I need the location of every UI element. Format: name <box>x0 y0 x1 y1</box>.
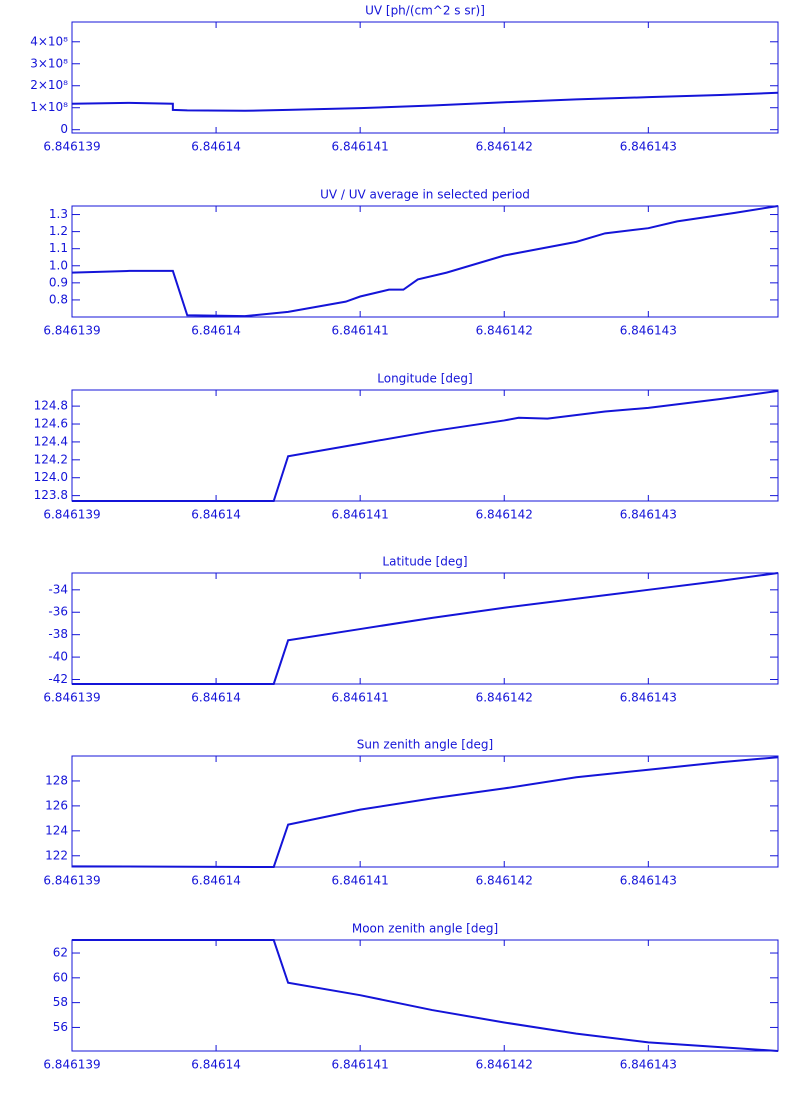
y-tick-label: 124.8 <box>34 399 68 413</box>
y-tick-label: 3×10⁸ <box>30 56 68 70</box>
x-tick-label: 6.846142 <box>476 691 533 705</box>
y-tick-label: 123.8 <box>34 488 68 502</box>
x-tick-label: 6.846139 <box>43 140 100 154</box>
y-tick-label: 124.0 <box>34 470 68 484</box>
y-tick-label: 124.4 <box>34 434 68 448</box>
y-tick-label: 62 <box>53 946 68 960</box>
plot-frame <box>71 389 779 502</box>
x-tick-label: 6.846143 <box>620 691 677 705</box>
plot-frame <box>71 205 779 318</box>
y-tick-label: 0.9 <box>49 275 68 289</box>
x-tick-label: 6.846142 <box>476 508 533 522</box>
y-tick-label: 122 <box>45 848 68 862</box>
y-tick-label: -36 <box>48 605 68 619</box>
y-tick-label: 124.2 <box>34 452 68 466</box>
x-tick-label: 6.846139 <box>43 508 100 522</box>
chart-title: Latitude [deg] <box>382 555 467 569</box>
x-tick-label: 6.846142 <box>476 1058 533 1072</box>
data-line <box>71 756 779 869</box>
x-tick-label: 6.846143 <box>620 324 677 338</box>
y-tick-label: -42 <box>48 672 68 686</box>
x-tick-label: 6.846141 <box>332 324 389 338</box>
x-tick-label: 6.84614 <box>191 508 241 522</box>
y-tick-label: 1×10⁸ <box>30 100 68 114</box>
data-line <box>72 389 779 502</box>
plot-frame <box>71 572 779 685</box>
x-tick-label: 6.846139 <box>43 874 100 888</box>
x-tick-label: 6.846143 <box>620 508 677 522</box>
y-tick-label: 0.8 <box>49 292 68 306</box>
x-tick-label: 6.846141 <box>332 508 389 522</box>
x-tick-label: 6.84614 <box>191 324 241 338</box>
data-line <box>72 572 779 685</box>
chart-title: Longitude [deg] <box>377 372 472 386</box>
x-tick-label: 6.846139 <box>43 691 100 705</box>
y-tick-label: 126 <box>45 798 68 812</box>
y-tick-label: -34 <box>48 582 68 596</box>
y-tick-label: 1.3 <box>49 207 68 221</box>
x-tick-label: 6.846139 <box>43 1058 100 1072</box>
data-line <box>71 91 779 112</box>
x-tick-label: 6.846141 <box>332 874 389 888</box>
y-tick-label: 1.2 <box>49 224 68 238</box>
chart-title: UV / UV average in selected period <box>320 188 530 202</box>
y-tick-label: 0 <box>60 122 68 136</box>
x-tick-label: 6.846143 <box>620 1058 677 1072</box>
x-tick-label: 6.846142 <box>476 324 533 338</box>
x-tick-label: 6.846142 <box>476 140 533 154</box>
plot-frame <box>71 21 779 134</box>
x-tick-label: 6.846143 <box>620 140 677 154</box>
y-tick-label: 58 <box>53 995 68 1009</box>
x-tick-label: 6.846139 <box>43 324 100 338</box>
y-tick-label: 56 <box>53 1020 68 1034</box>
y-tick-label: -40 <box>48 650 68 664</box>
y-tick-label: 1.0 <box>49 258 68 272</box>
y-tick-label: 4×10⁸ <box>30 34 68 48</box>
x-tick-label: 6.846142 <box>476 874 533 888</box>
chart-title: UV [ph/(cm^2 s sr)] <box>365 4 485 18</box>
plot-frame <box>71 939 779 1052</box>
x-tick-label: 6.846141 <box>332 691 389 705</box>
y-tick-label: 2×10⁸ <box>30 78 68 92</box>
y-tick-label: 60 <box>53 970 68 984</box>
y-tick-label: 1.1 <box>49 241 68 255</box>
x-tick-label: 6.84614 <box>191 874 241 888</box>
x-tick-label: 6.846141 <box>332 140 389 154</box>
chart-title: Moon zenith angle [deg] <box>352 922 498 936</box>
y-tick-label: 124.6 <box>34 417 68 431</box>
x-tick-label: 6.846143 <box>620 874 677 888</box>
y-tick-label: -38 <box>48 627 68 641</box>
y-tick-label: 124 <box>45 823 68 837</box>
x-tick-label: 6.84614 <box>191 140 241 154</box>
y-tick-label: 128 <box>45 773 68 787</box>
plot-frame <box>71 755 779 868</box>
x-tick-label: 6.84614 <box>191 1058 241 1072</box>
x-tick-label: 6.84614 <box>191 691 241 705</box>
data-line <box>72 939 779 1052</box>
x-tick-label: 6.846141 <box>332 1058 389 1072</box>
data-line <box>71 205 779 318</box>
chart-title: Sun zenith angle [deg] <box>357 738 493 752</box>
